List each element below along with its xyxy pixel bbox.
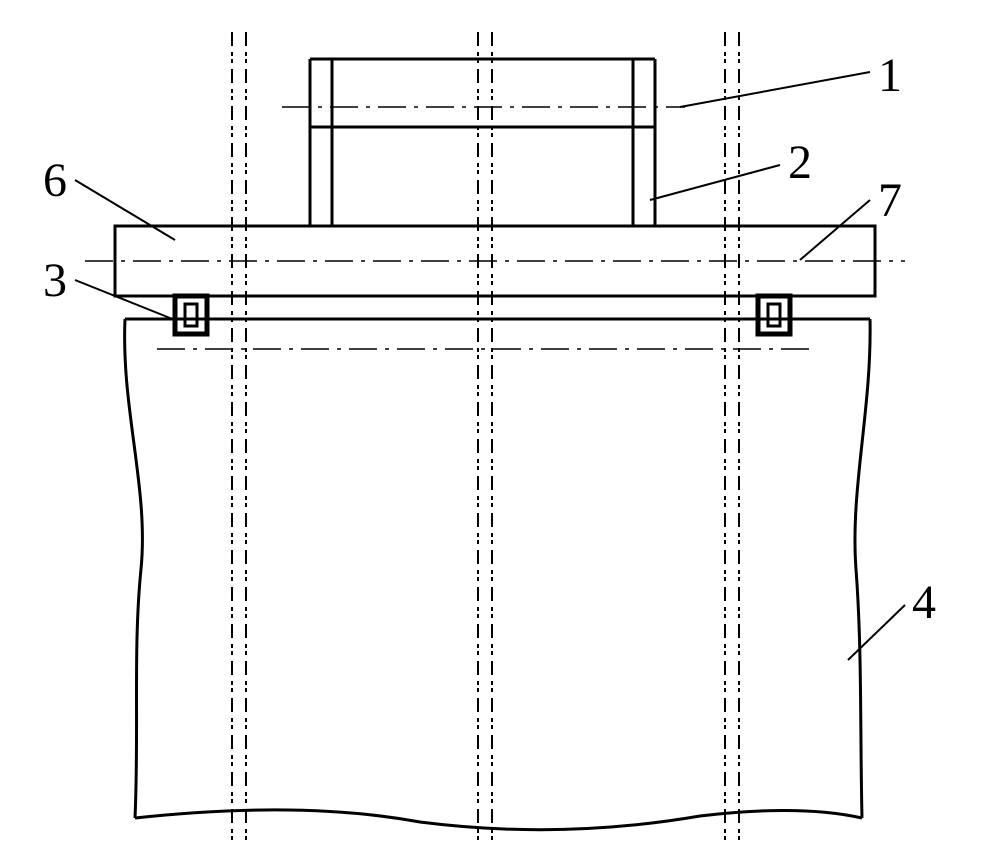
body-left-edge — [125, 319, 143, 818]
label-7: 7 — [878, 173, 902, 228]
label-6: 6 — [43, 153, 67, 208]
body-right-edge — [855, 319, 870, 818]
leader-4 — [848, 605, 905, 660]
bracket-left — [175, 296, 207, 334]
leader-3 — [75, 280, 175, 320]
leader-7 — [800, 200, 870, 260]
label-1: 1 — [878, 48, 902, 103]
bracket-right — [758, 296, 790, 334]
label-2: 2 — [788, 135, 812, 190]
label-4: 4 — [912, 575, 936, 630]
leader-6 — [75, 180, 175, 240]
leader-2 — [650, 165, 780, 200]
body-bottom-edge — [135, 810, 862, 830]
label-3: 3 — [43, 253, 67, 308]
leader-1 — [680, 72, 870, 107]
